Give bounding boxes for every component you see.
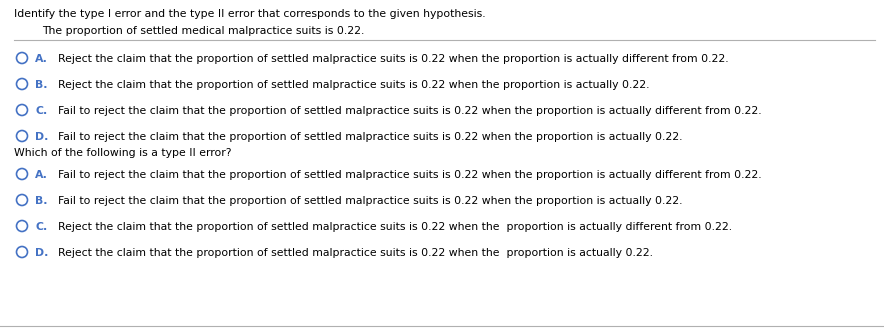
Text: Fail to reject the claim that the proportion of settled malpractice suits is 0.2: Fail to reject the claim that the propor… <box>58 170 762 180</box>
Text: B.: B. <box>35 80 48 90</box>
Text: Fail to reject the claim that the proportion of settled malpractice suits is 0.2: Fail to reject the claim that the propor… <box>58 196 682 206</box>
Text: D.: D. <box>35 132 49 142</box>
Text: Reject the claim that the proportion of settled malpractice suits is 0.22 when t: Reject the claim that the proportion of … <box>58 54 728 64</box>
Text: C.: C. <box>35 222 47 232</box>
Text: Identify the type I error and the type II error that corresponds to the given hy: Identify the type I error and the type I… <box>14 9 485 19</box>
Text: Reject the claim that the proportion of settled malpractice suits is 0.22 when t: Reject the claim that the proportion of … <box>58 80 650 90</box>
Text: Which of the following is a type II error?: Which of the following is a type II erro… <box>14 148 232 158</box>
Text: D.: D. <box>35 248 49 258</box>
Text: The proportion of settled medical malpractice suits is 0.22.: The proportion of settled medical malpra… <box>42 26 364 36</box>
Text: A.: A. <box>35 170 48 180</box>
Text: B.: B. <box>35 196 48 206</box>
Text: Reject the claim that the proportion of settled malpractice suits is 0.22 when t: Reject the claim that the proportion of … <box>58 222 732 232</box>
Text: C.: C. <box>35 106 47 116</box>
Text: Reject the claim that the proportion of settled malpractice suits is 0.22 when t: Reject the claim that the proportion of … <box>58 248 653 258</box>
Text: Fail to reject the claim that the proportion of settled malpractice suits is 0.2: Fail to reject the claim that the propor… <box>58 132 682 142</box>
Text: A.: A. <box>35 54 48 64</box>
Text: Fail to reject the claim that the proportion of settled malpractice suits is 0.2: Fail to reject the claim that the propor… <box>58 106 762 116</box>
